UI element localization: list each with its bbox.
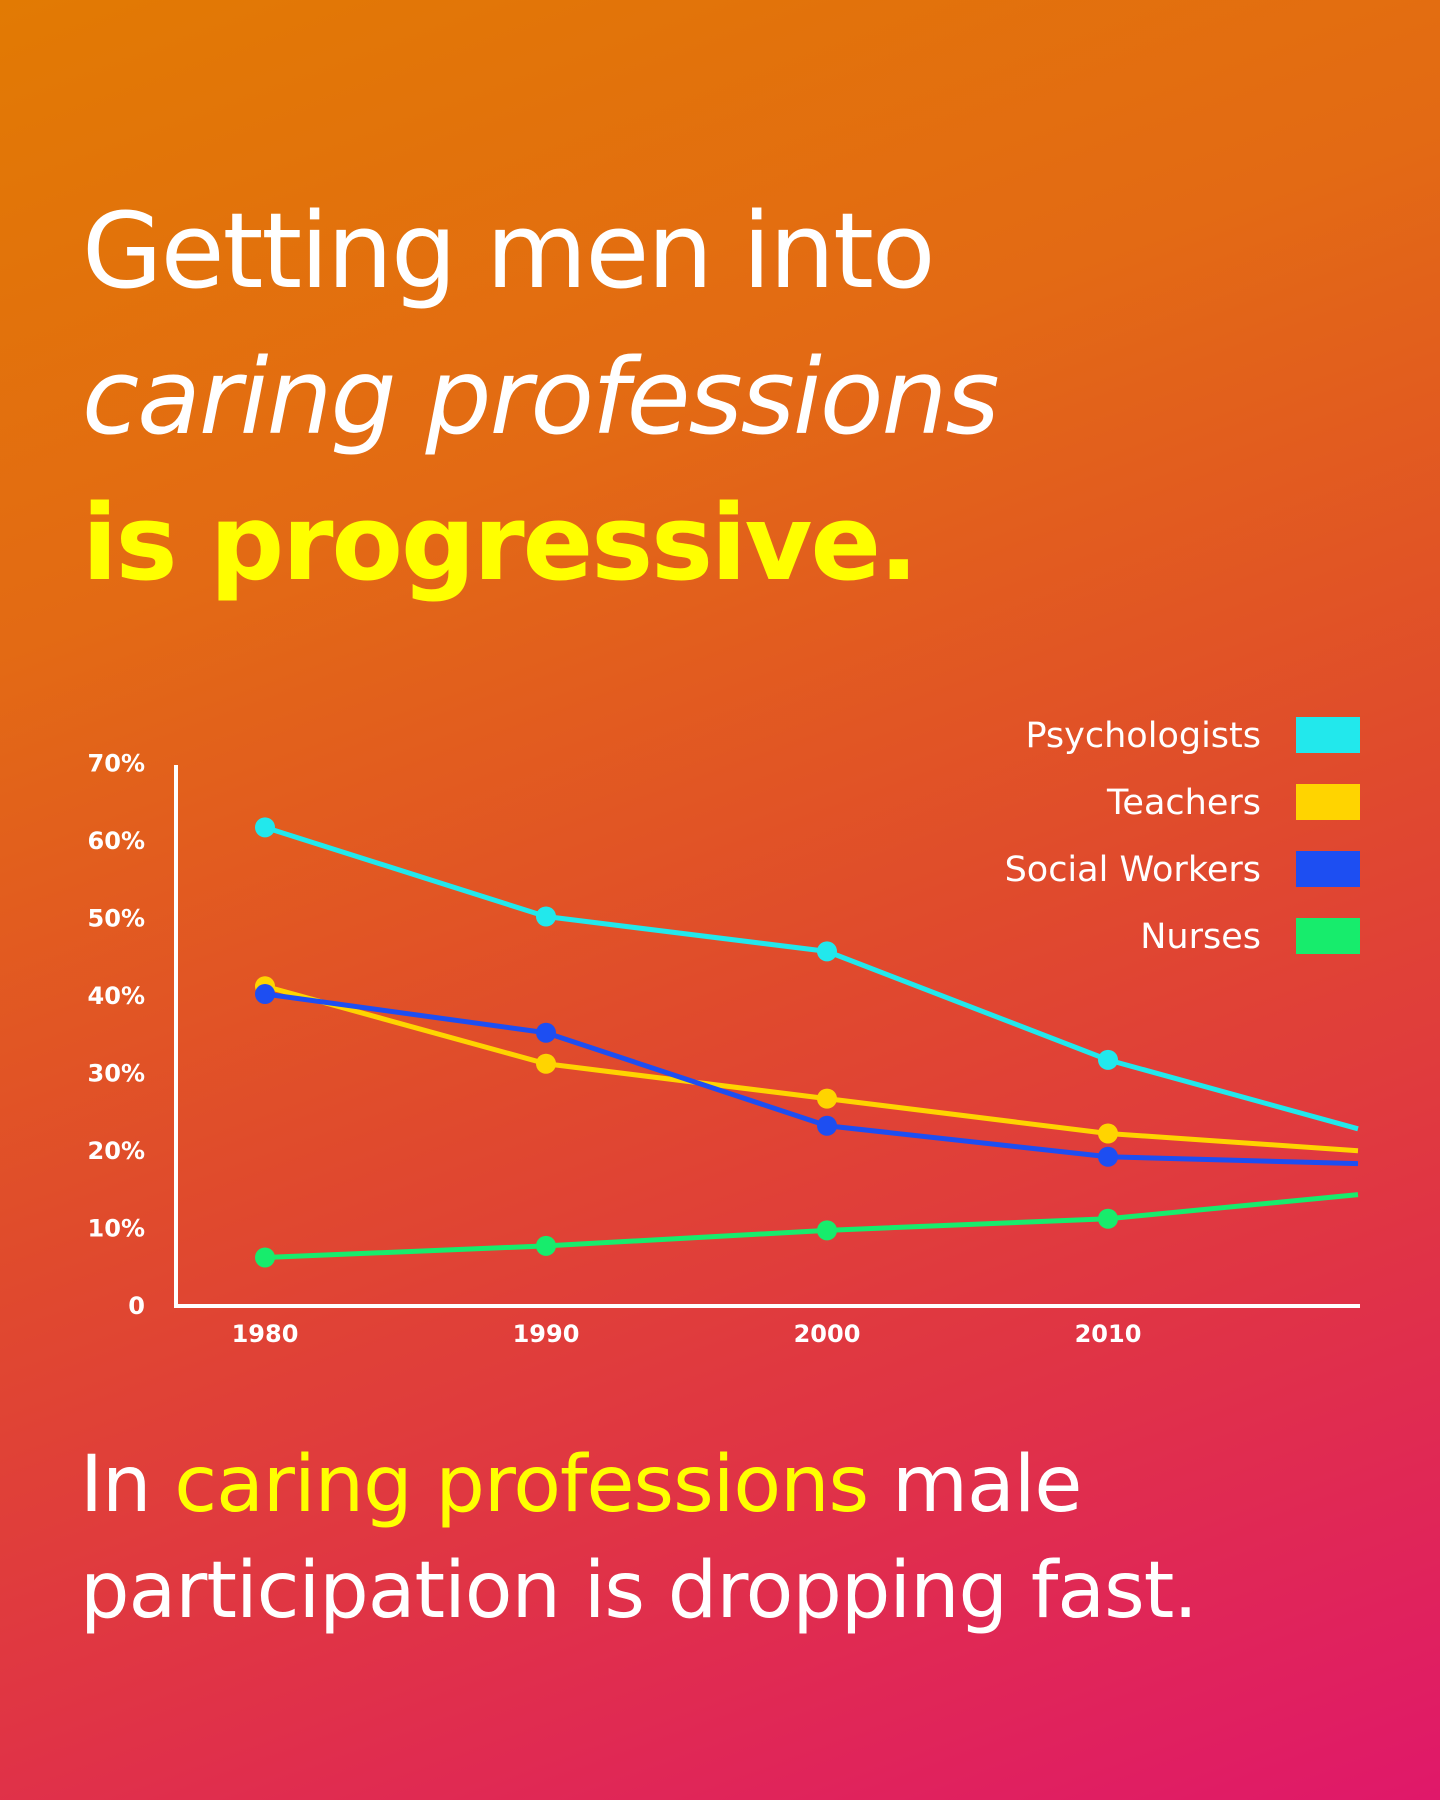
headline-line-1: Getting men into (82, 190, 935, 312)
footer-text: In caring professions male participation… (80, 1432, 1198, 1644)
legend-label-teachers: Teachers (1106, 783, 1261, 823)
y-tick-label: 70% (88, 750, 145, 778)
x-tick-label: 1980 (232, 1320, 299, 1348)
series-line-teachers (264, 983, 1359, 1154)
y-tick-label: 10% (88, 1215, 145, 1243)
x-tick-label: 2010 (1075, 1320, 1142, 1348)
y-tick-label: 30% (88, 1060, 145, 1088)
footer-part-3: male (868, 1440, 1082, 1530)
data-point-psychologists (255, 817, 275, 838)
data-point-psychologists (1098, 1049, 1118, 1070)
data-point-psychologists (536, 906, 556, 927)
y-axis-ticks: 0 10% 20% 30% 40% 50% 60% 70% (88, 750, 145, 1321)
data-point-nurses (1098, 1208, 1118, 1229)
data-point-nurses (536, 1235, 556, 1256)
data-point-social-workers (817, 1115, 837, 1136)
line-chart: Psychologists Teachers Social Workers Nurse… (88, 716, 1360, 1348)
data-point-social-workers (1098, 1146, 1118, 1167)
headline-line-2: caring professions (82, 336, 1000, 458)
data-point-teachers (536, 1053, 556, 1074)
data-point-psychologists (817, 941, 837, 962)
legend-label-psychologists: Psychologists (1025, 716, 1261, 756)
data-point-nurses (817, 1220, 837, 1241)
data-point-teachers (1098, 1123, 1118, 1144)
legend-swatch-social-workers (1296, 851, 1360, 887)
x-tick-label: 2000 (794, 1320, 861, 1348)
footer-highlight: caring professions (174, 1440, 869, 1530)
x-tick-label: 1990 (513, 1320, 580, 1348)
footer-line-2: participation is dropping fast. (80, 1546, 1198, 1636)
data-point-teachers (817, 1088, 837, 1109)
data-point-social-workers (255, 984, 275, 1004)
headline-line-3: is progressive. (82, 482, 918, 604)
chart-legend: Psychologists Teachers Social Workers Nurse… (1005, 716, 1360, 957)
legend-label-social-workers: Social Workers (1005, 850, 1261, 890)
series-layer (255, 817, 1359, 1268)
y-tick-label: 40% (88, 982, 145, 1010)
y-tick-label: 20% (88, 1137, 145, 1165)
headline: Getting men into caring professions is p… (82, 178, 1000, 616)
footer-part-1: In (80, 1440, 175, 1530)
y-tick-label: 60% (88, 827, 145, 855)
data-point-nurses (255, 1247, 275, 1268)
legend-label-nurses: Nurses (1140, 917, 1261, 957)
series-line-nurses (264, 1192, 1359, 1260)
legend-swatch-teachers (1296, 784, 1360, 820)
legend-swatch-psychologists (1296, 717, 1360, 753)
y-tick-label: 50% (88, 905, 145, 933)
legend-swatch-nurses (1296, 918, 1360, 954)
data-point-social-workers (536, 1022, 556, 1043)
x-axis-ticks: 1980 1990 2000 2010 (232, 1320, 1142, 1348)
y-tick-label: 0 (128, 1292, 145, 1320)
